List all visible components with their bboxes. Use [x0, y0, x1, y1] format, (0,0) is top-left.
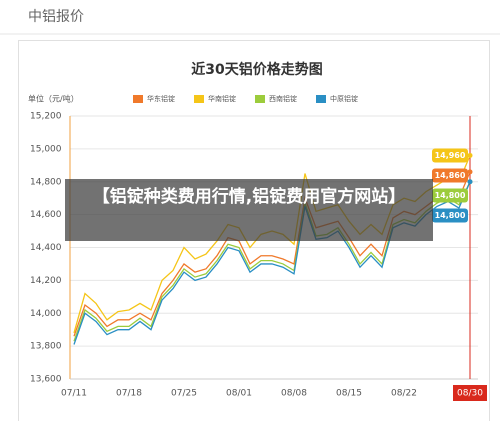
- legend-label: 西南铝锭: [269, 94, 297, 103]
- y-tick-label: 14,800: [30, 177, 62, 187]
- x-tick-label: 07/25: [171, 389, 197, 399]
- value-label-bg: [432, 148, 468, 163]
- x-tick-label: 08/30: [457, 389, 483, 399]
- legend-label: 中原铝锭: [330, 94, 358, 103]
- y-tick-label: 13,600: [30, 375, 62, 385]
- x-tick-label: 08/22: [391, 389, 417, 399]
- value-label: 14,800: [435, 211, 466, 220]
- end-dot: [467, 169, 473, 175]
- value-label-bg: [432, 188, 468, 203]
- x-tick-label: 07/18: [116, 389, 142, 399]
- legend-label: 华东铝锭: [147, 94, 175, 103]
- page-title: 中铝报价: [28, 9, 84, 25]
- y-tick-label: 13,800: [30, 342, 62, 352]
- x-tick-label: 08/08: [281, 389, 307, 399]
- x-tick-label: 07/11: [61, 389, 87, 399]
- legend-swatch: [194, 95, 204, 103]
- value-label-bg: [432, 208, 468, 223]
- end-dot: [467, 179, 473, 185]
- legend-swatch: [255, 95, 265, 103]
- y-tick-label: 14,200: [30, 276, 62, 286]
- current-date-badge: [453, 385, 487, 401]
- end-dot: [467, 152, 473, 158]
- chart-frame: [18, 40, 490, 425]
- value-label: 14,800: [435, 191, 466, 200]
- y-tick-label: 14,600: [30, 210, 62, 220]
- legend-swatch: [316, 95, 326, 103]
- x-tick-label: 08/01: [226, 389, 252, 399]
- x-tick-label: 08/15: [336, 389, 362, 399]
- chart-title: 近30天铝价格走势图: [191, 61, 322, 78]
- y-tick-label: 15,200: [30, 112, 62, 122]
- y-axis-label: 单位（元/吨）: [28, 94, 79, 104]
- value-label-bg: [432, 168, 468, 183]
- y-tick-label: 15,000: [30, 144, 62, 154]
- legend-label: 华南铝锭: [208, 94, 236, 103]
- overlay-banner: 【铝锭种类费用行情,铝锭费用官方网站】: [65, 179, 433, 241]
- legend-swatch: [133, 95, 143, 103]
- value-label: 14,960: [435, 151, 466, 160]
- value-label: 14,860: [435, 171, 466, 180]
- y-tick-label: 14,400: [30, 243, 62, 253]
- y-tick-label: 14,000: [30, 309, 62, 319]
